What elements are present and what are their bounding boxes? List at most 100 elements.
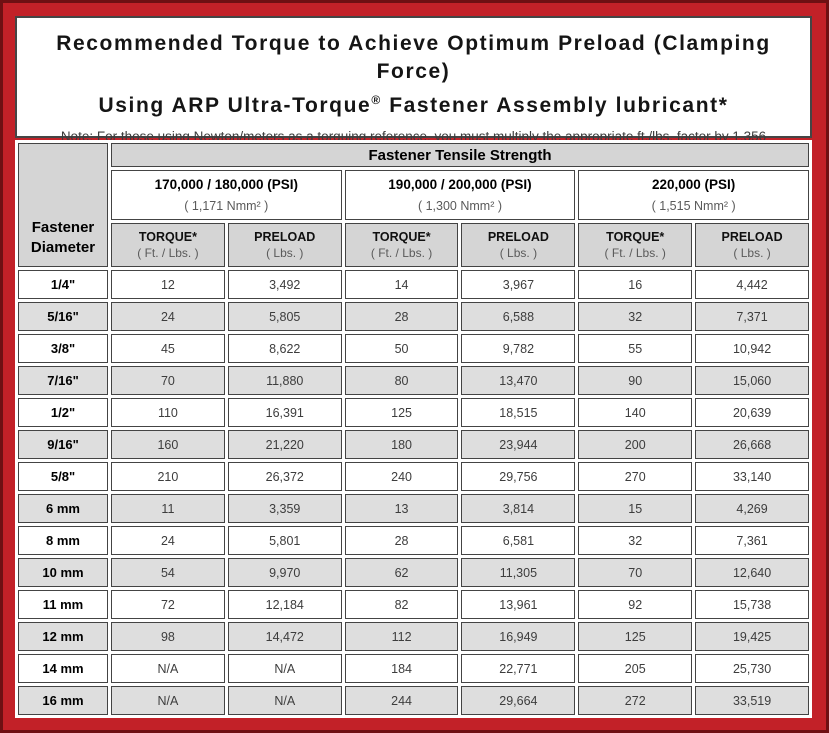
- torque-value-cell: 184: [344, 654, 459, 683]
- preload-value-cell: 29,756: [461, 462, 576, 491]
- title-line2-post: Fastener Assembly lubricant*: [381, 94, 729, 117]
- preload-unit: ( Lbs. ): [266, 246, 304, 260]
- preload-value-cell: 6,588: [461, 302, 576, 331]
- table-row: 3/8" 45 8,622 50 9,782 55 10,942: [18, 334, 809, 363]
- preload-value-cell: 13,961: [461, 590, 576, 619]
- psi-label: 220,000 (PSI): [652, 177, 736, 192]
- table-row: 11 mm 72 12,184 82 13,961 92 15,738: [18, 590, 809, 619]
- torque-value-cell: 15: [578, 494, 693, 523]
- corner-header-fastener-diameter: Fastener Diameter: [18, 143, 108, 267]
- preload-value-cell: 10,942: [695, 334, 809, 363]
- torque-label: TORQUE*: [372, 230, 431, 244]
- diameter-cell: 3/8": [18, 334, 108, 363]
- diameter-cell: 16 mm: [18, 686, 108, 715]
- title-line2-pre: Using ARP Ultra-Torque: [98, 94, 372, 117]
- table-row: 6 mm 11 3,359 13 3,814 15 4,269: [18, 494, 809, 523]
- preload-value-cell: 15,060: [695, 366, 809, 395]
- group-header-row: Fastener Diameter Fastener Tensile Stren…: [18, 143, 809, 267]
- preload-value-cell: 13,470: [461, 366, 576, 395]
- torque-value-cell: 210: [111, 462, 225, 491]
- content-area: Recommended Torque to Achieve Optimum Pr…: [15, 16, 812, 718]
- strength-header-170-180: 170,000 / 180,000 (PSI) ( 1,171 Nmm² ): [111, 170, 342, 220]
- registered-trademark-symbol: ®: [371, 93, 382, 107]
- torque-value-cell: 110: [111, 398, 225, 427]
- table-row: 1/4" 12 3,492 14 3,967 16 4,442: [18, 270, 809, 299]
- torque-value-cell: 160: [111, 430, 225, 459]
- diameter-cell: 12 mm: [18, 622, 108, 651]
- torque-value-cell: 70: [578, 558, 693, 587]
- preload-value-cell: 15,738: [695, 590, 809, 619]
- title-box: Recommended Torque to Achieve Optimum Pr…: [15, 16, 812, 144]
- torque-label: TORQUE*: [606, 230, 665, 244]
- torque-value-cell: 140: [578, 398, 693, 427]
- torque-value-cell: 125: [578, 622, 693, 651]
- torque-value-cell: N/A: [111, 654, 225, 683]
- preload-value-cell: 11,880: [227, 366, 342, 395]
- diameter-cell: 6 mm: [18, 494, 108, 523]
- torque-unit: ( Ft. / Lbs. ): [370, 246, 433, 260]
- table-body: 1/4" 12 3,492 14 3,967 16 4,442 5/16" 24 5,805 28 6…: [18, 270, 809, 715]
- torque-value-cell: 200: [578, 430, 693, 459]
- strength-header-row: 170,000 / 180,000 (PSI) ( 1,171 Nmm² ) 1…: [18, 170, 809, 220]
- preload-value-cell: 16,949: [461, 622, 576, 651]
- preload-value-cell: 4,269: [695, 494, 809, 523]
- torque-value-cell: 92: [578, 590, 693, 619]
- preload-value-cell: 23,944: [461, 430, 576, 459]
- torque-value-cell: 54: [111, 558, 225, 587]
- preload-value-cell: 3,359: [227, 494, 342, 523]
- torque-value-cell: 24: [111, 302, 225, 331]
- torque-value-cell: 32: [578, 302, 693, 331]
- torque-value-cell: 50: [344, 334, 459, 363]
- table-row: 7/16" 70 11,880 80 13,470 90 15,060: [18, 366, 809, 395]
- diameter-cell: 14 mm: [18, 654, 108, 683]
- diameter-cell: 10 mm: [18, 558, 108, 587]
- preload-column-header: PRELOAD ( Lbs. ): [461, 223, 576, 267]
- nmm-label: ( 1,300 Nmm² ): [417, 199, 502, 213]
- preload-value-cell: 33,519: [695, 686, 809, 715]
- preload-value-cell: N/A: [227, 654, 342, 683]
- preload-value-cell: 18,515: [461, 398, 576, 427]
- preload-value-cell: 4,442: [695, 270, 809, 299]
- table-row: 5/16" 24 5,805 28 6,588 32 7,371: [18, 302, 809, 331]
- preload-value-cell: 20,639: [695, 398, 809, 427]
- preload-unit: ( Lbs. ): [733, 246, 771, 260]
- torque-value-cell: 45: [111, 334, 225, 363]
- preload-label: PRELOAD: [254, 230, 316, 244]
- preload-value-cell: 25,730: [695, 654, 809, 683]
- preload-value-cell: 5,801: [227, 526, 342, 555]
- diameter-cell: 5/8": [18, 462, 108, 491]
- torque-value-cell: 270: [578, 462, 693, 491]
- preload-value-cell: 26,372: [227, 462, 342, 491]
- preload-value-cell: 19,425: [695, 622, 809, 651]
- preload-value-cell: 7,361: [695, 526, 809, 555]
- preload-value-cell: 5,805: [227, 302, 342, 331]
- torque-label: TORQUE*: [138, 230, 197, 244]
- preload-value-cell: 11,305: [461, 558, 576, 587]
- preload-value-cell: 12,184: [227, 590, 342, 619]
- preload-value-cell: 6,581: [461, 526, 576, 555]
- preload-value-cell: 29,664: [461, 686, 576, 715]
- strength-header-190-200: 190,000 / 200,000 (PSI) ( 1,300 Nmm² ): [344, 170, 576, 220]
- torque-value-cell: 13: [344, 494, 459, 523]
- torque-value-cell: 272: [578, 686, 693, 715]
- preload-value-cell: 3,492: [227, 270, 342, 299]
- preload-value-cell: 9,782: [461, 334, 576, 363]
- preload-value-cell: 14,472: [227, 622, 342, 651]
- torque-value-cell: 98: [111, 622, 225, 651]
- torque-value-cell: 32: [578, 526, 693, 555]
- torque-value-cell: 14: [344, 270, 459, 299]
- torque-table-wrapper: Fastener Diameter Fastener Tensile Stren…: [15, 140, 812, 718]
- torque-value-cell: 16: [578, 270, 693, 299]
- preload-value-cell: 12,640: [695, 558, 809, 587]
- corner-header-line-1: Fastener: [31, 219, 95, 236]
- group-header-tensile-strength: Fastener Tensile Strength: [111, 143, 809, 167]
- torque-column-header: TORQUE* ( Ft. / Lbs. ): [578, 223, 693, 267]
- torque-value-cell: 125: [344, 398, 459, 427]
- torque-value-cell: 180: [344, 430, 459, 459]
- torque-value-cell: N/A: [111, 686, 225, 715]
- torque-unit: ( Ft. / Lbs. ): [604, 246, 666, 260]
- torque-value-cell: 70: [111, 366, 225, 395]
- table-row: 12 mm 98 14,472 112 16,949 125 19,425: [18, 622, 809, 651]
- preload-value-cell: 8,622: [227, 334, 342, 363]
- diameter-cell: 8 mm: [18, 526, 108, 555]
